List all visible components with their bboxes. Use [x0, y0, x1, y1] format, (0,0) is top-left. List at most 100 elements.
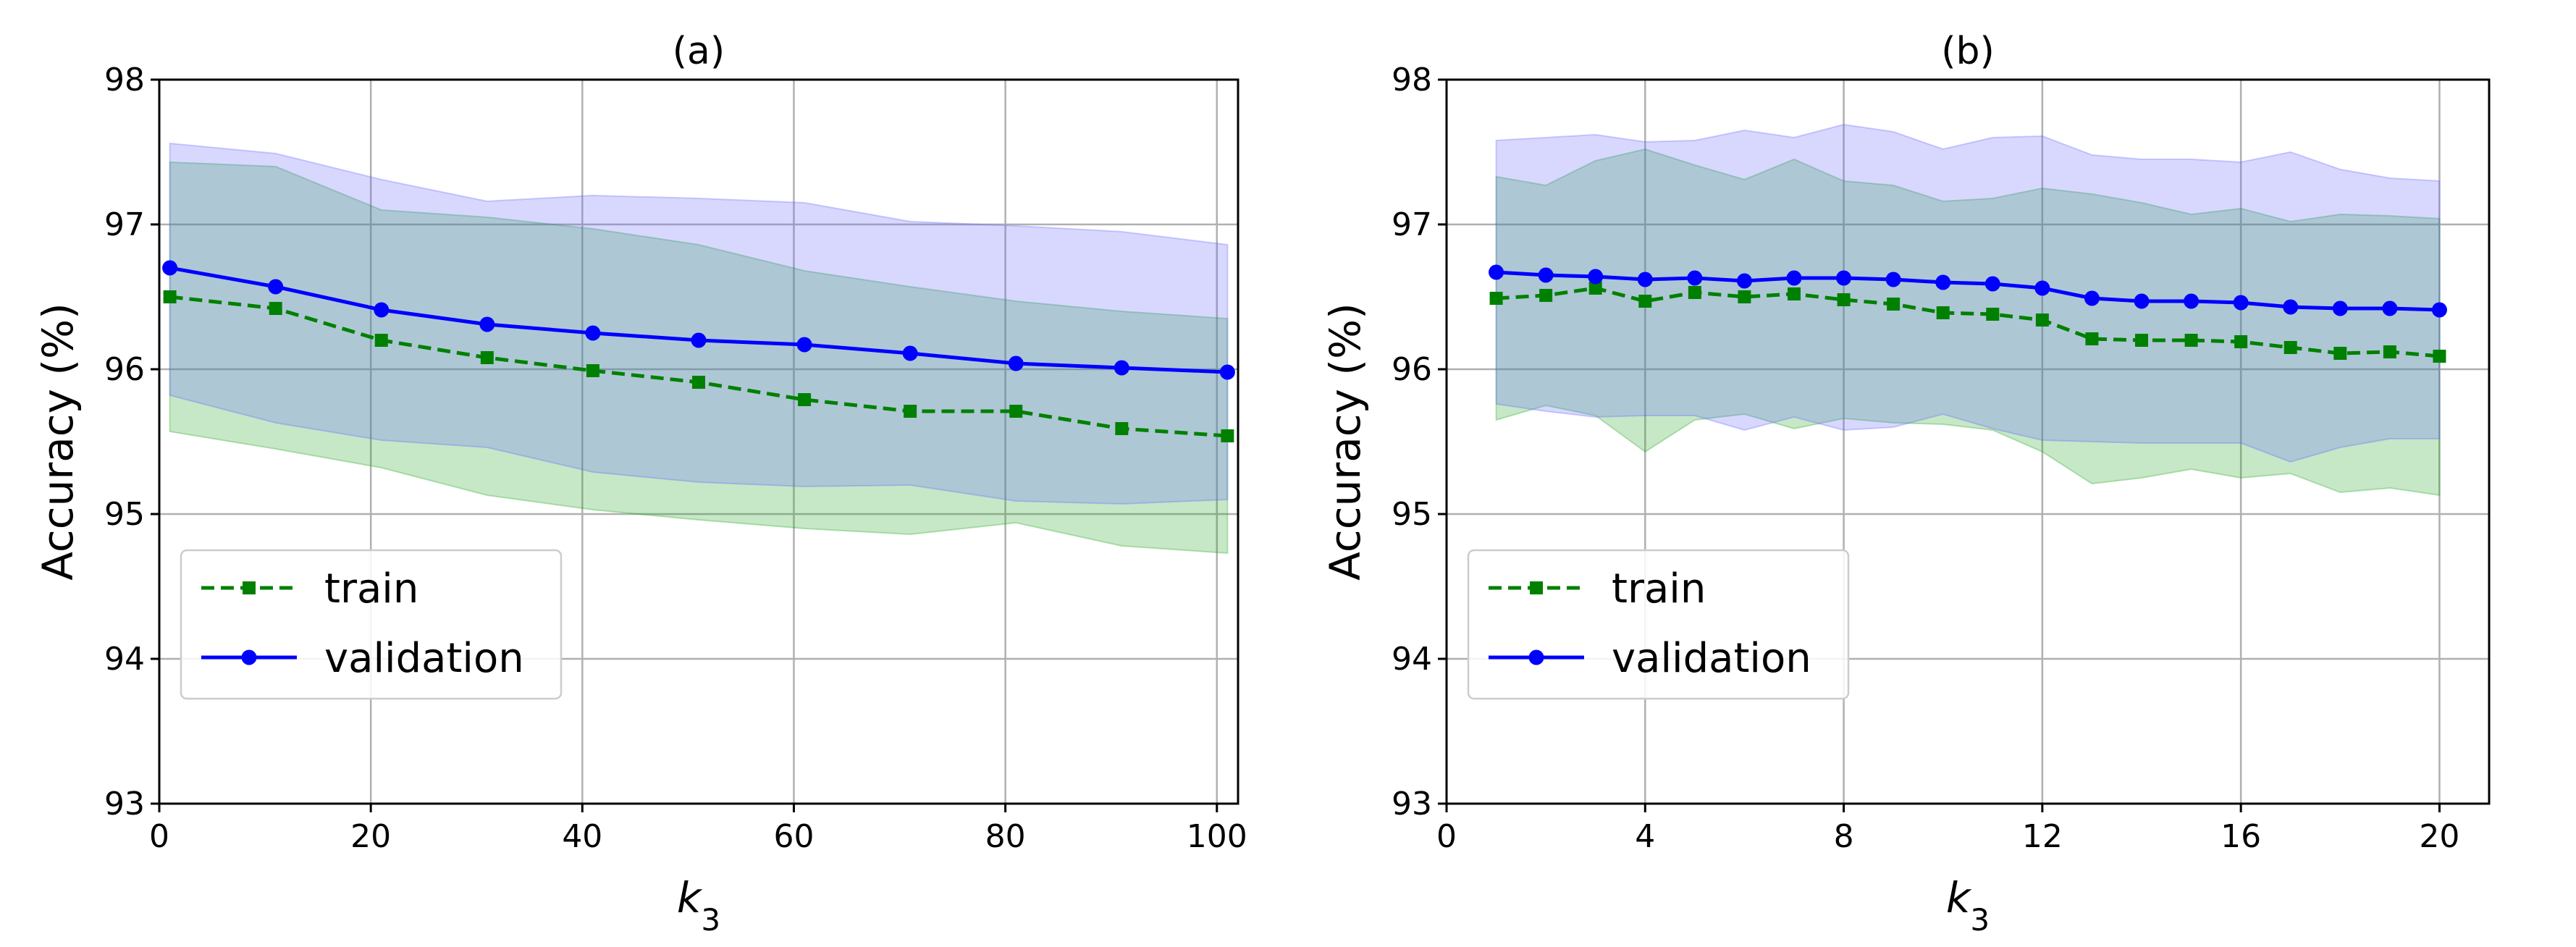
point-train	[1788, 287, 1801, 300]
band-train	[1495, 148, 2441, 497]
x-axis-label: k3	[677, 873, 720, 938]
point-validation	[1687, 270, 1703, 286]
point-validation	[1984, 276, 2000, 292]
point-train	[1539, 289, 1553, 302]
point-train	[1986, 308, 2000, 321]
point-validation	[902, 345, 918, 361]
x-tick-label: 16	[2221, 818, 2261, 855]
x-tick-label: 8	[1834, 818, 1854, 855]
point-validation	[1637, 272, 1653, 287]
y-axis-label: Accuracy (%)	[1321, 303, 1370, 581]
legend-marker-validation	[241, 649, 257, 665]
point-train	[1009, 405, 1023, 418]
x-tick-label: 100	[1187, 818, 1247, 855]
panel-a: 0 20 40 60 80 100 93 94 95 96 97 98 (a) k3 Accuracy (%…	[33, 30, 1247, 938]
point-validation	[1538, 267, 1554, 283]
point-validation	[1489, 264, 1504, 280]
y-tick-label: 93	[1392, 786, 1432, 822]
x-tick-label: 40	[562, 818, 602, 855]
y-tick-label: 94	[1392, 641, 1432, 678]
point-validation	[1219, 364, 1235, 380]
point-train	[2234, 335, 2248, 348]
point-validation	[2382, 300, 2398, 316]
point-validation	[2034, 280, 2050, 296]
series-line-train	[1496, 286, 2440, 358]
legend-label-validation: validation	[1612, 635, 1811, 682]
x-tick-label: 0	[1436, 818, 1457, 855]
x-tick-label: 4	[1635, 818, 1655, 855]
point-train	[1936, 306, 1950, 319]
point-train	[2035, 313, 2049, 327]
point-train	[480, 351, 494, 364]
point-validation	[1836, 270, 1852, 286]
x-tick-label: 60	[773, 818, 814, 855]
y-tick-label: 93	[104, 786, 145, 822]
point-validation	[268, 279, 284, 295]
y-tick-label: 98	[104, 62, 145, 98]
point-train	[1588, 282, 1602, 295]
point-validation	[2184, 293, 2200, 309]
point-validation	[2134, 293, 2150, 309]
y-tick-label: 95	[1392, 496, 1432, 533]
series-line-validation	[1496, 270, 2440, 312]
point-validation	[2283, 299, 2299, 315]
legend-marker-validation	[1528, 649, 1544, 665]
x-tick-label: 80	[985, 818, 1026, 855]
point-validation	[1114, 360, 1129, 376]
legend-marker-train	[1530, 581, 1543, 594]
y-axis-label: Accuracy (%)	[33, 303, 83, 581]
x-tick-label: 20	[350, 818, 391, 855]
point-train	[904, 405, 917, 418]
panel-title: (a)	[673, 30, 725, 73]
point-validation	[2084, 290, 2100, 306]
band-validation	[169, 142, 1229, 505]
point-validation	[1935, 274, 1951, 290]
point-validation	[162, 260, 178, 276]
point-validation	[1008, 355, 1024, 371]
point-train	[163, 290, 177, 303]
point-train	[2433, 350, 2446, 363]
y-tick-label: 96	[1392, 351, 1432, 388]
point-train	[2085, 332, 2099, 345]
point-train	[1738, 290, 1751, 303]
y-tick-label: 95	[104, 496, 145, 533]
axes-frame	[158, 78, 1239, 805]
y-tick-label: 98	[1392, 62, 1432, 98]
point-validation	[374, 302, 390, 318]
point-train	[1887, 298, 1901, 311]
point-train	[2383, 345, 2396, 358]
band-train	[169, 161, 1229, 555]
point-validation	[1588, 269, 1604, 285]
x-tick-label: 20	[2419, 818, 2459, 855]
point-train	[2284, 341, 2297, 354]
point-validation	[2431, 302, 2447, 318]
point-train	[798, 393, 812, 406]
point-validation	[585, 325, 601, 341]
legend: train validation	[1467, 549, 1850, 700]
point-validation	[691, 332, 707, 348]
legend-box	[1467, 549, 1850, 700]
legend-label-validation: validation	[324, 635, 524, 682]
point-train	[586, 364, 599, 377]
point-train	[374, 334, 388, 347]
point-validation	[2233, 295, 2249, 311]
x-tick-label: 0	[149, 818, 169, 855]
legend: train validation	[180, 549, 563, 700]
point-validation	[1885, 272, 1901, 287]
axes-frame	[1445, 78, 2491, 805]
legend-label-train: train	[1612, 565, 1706, 613]
point-train	[269, 302, 282, 315]
point-train	[1489, 292, 1503, 305]
y-tick-label: 96	[104, 351, 145, 388]
legend-label-train: train	[324, 565, 418, 613]
point-train	[1837, 293, 1851, 306]
legend-marker-train	[243, 581, 256, 594]
point-train	[2135, 334, 2148, 347]
point-train	[692, 376, 705, 389]
x-axis-label: k3	[1946, 873, 1990, 938]
point-train	[1688, 286, 1701, 299]
point-validation	[479, 316, 495, 332]
legend-box	[180, 549, 563, 700]
point-validation	[2332, 300, 2348, 316]
